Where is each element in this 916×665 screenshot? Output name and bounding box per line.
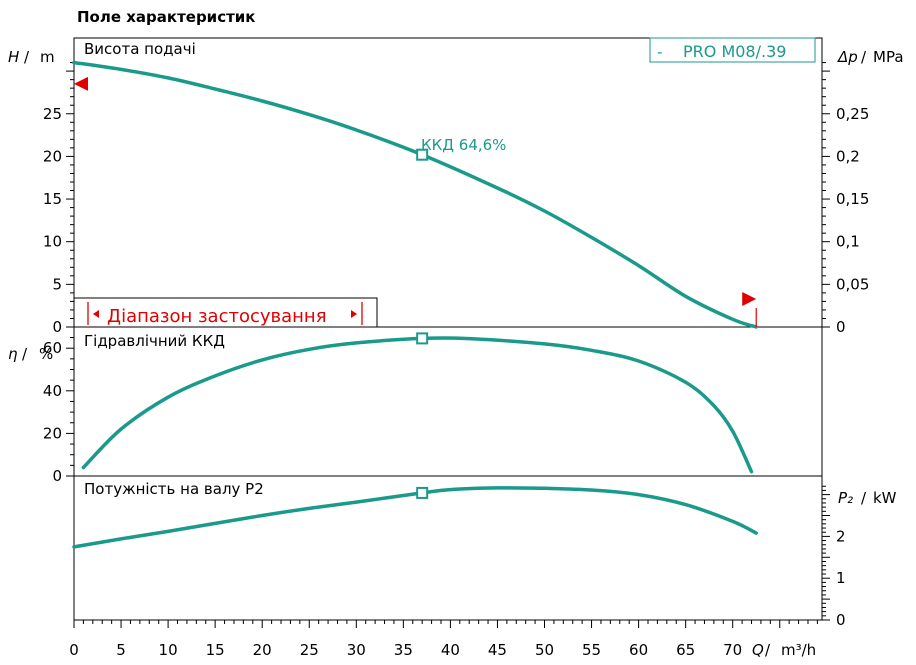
range-right-arrow-icon — [351, 310, 357, 318]
svg-text:%: % — [39, 345, 53, 363]
power-duty-point — [416, 486, 429, 499]
x-tick-label: 0 — [69, 641, 79, 659]
pressure-y2-tick-label: 0,15 — [836, 190, 869, 208]
pressure-y2-label: Δp / MPa — [837, 48, 904, 66]
legend: - PRO M08/.39 — [649, 37, 816, 63]
svg-text:MPa: MPa — [873, 48, 904, 66]
svg-text:m: m — [40, 48, 55, 66]
head-y-tick-label: 20 — [43, 147, 62, 165]
plot-frame — [73, 37, 823, 621]
efficiency-y-tick-label: 20 — [43, 424, 62, 442]
x-tick-label: 70 — [723, 641, 742, 659]
efficiency-y-tick-label: 0 — [52, 467, 62, 485]
svg-text:η: η — [8, 345, 18, 363]
legend-prefix: - — [657, 43, 662, 61]
x-tick-label: 65 — [676, 641, 695, 659]
svg-text:/: / — [24, 48, 30, 66]
x-tick-label: 55 — [582, 641, 601, 659]
efficiency-y-label: η / % — [8, 345, 53, 363]
pressure-y2-tick-label: 0 — [836, 318, 846, 336]
duty-point-label: ККД 64,6% — [421, 136, 506, 154]
x-tick-label: 15 — [206, 641, 225, 659]
max-flow-marker-icon — [742, 292, 757, 306]
x-tick-label: 30 — [347, 641, 366, 659]
pressure-y2-tick-label: 0,25 — [836, 105, 869, 123]
x-tick-label: 45 — [488, 641, 507, 659]
head-curve — [72, 60, 758, 329]
svg-text:/: / — [861, 48, 867, 66]
power-curve — [72, 486, 758, 549]
svg-text:H: H — [8, 48, 19, 66]
svg-text:m³/h: m³/h — [781, 641, 816, 659]
head-y-tick-label: 15 — [43, 190, 62, 208]
page-title: Поле характеристик — [77, 8, 255, 26]
application-range-label: Діапазон застосування — [107, 306, 327, 327]
efficiency-curve — [81, 336, 754, 474]
legend-label: PRO M08/.39 — [683, 42, 786, 61]
markers — [74, 76, 757, 327]
head-y-tick-label: 0 — [52, 318, 62, 336]
range-left-arrow-icon — [93, 310, 99, 318]
power-y2-tick-label: 0 — [836, 611, 846, 629]
pressure-y2-tick-label: 0,05 — [836, 275, 869, 293]
power-y2-label: P₂ / kW — [838, 489, 897, 507]
svg-text:kW: kW — [873, 489, 897, 507]
x-tick-label: 40 — [441, 641, 460, 659]
head-y-tick-label: 25 — [43, 105, 62, 123]
application-range: Діапазон застосування — [73, 297, 378, 328]
x-axis-label: Q / m³/h — [752, 641, 816, 659]
efficiency-duty-point — [416, 332, 429, 345]
outer-frame — [73, 37, 823, 621]
x-tick-label: 50 — [535, 641, 554, 659]
power-panel-title: Потужність на валу P2 — [84, 480, 264, 498]
head-duty-point — [416, 148, 429, 161]
pressure-y2-tick-label: 0,2 — [836, 147, 860, 165]
x-tick-label: 5 — [116, 641, 126, 659]
x-tick-label: 20 — [253, 641, 272, 659]
curves — [72, 60, 758, 549]
x-tick-label: 25 — [300, 641, 319, 659]
svg-text:/: / — [22, 345, 28, 363]
pressure-y2-tick-label: 0,1 — [836, 233, 860, 251]
head-y-label: H / m — [8, 48, 55, 66]
x-tick-label: 10 — [159, 641, 178, 659]
svg-text:/: / — [861, 489, 867, 507]
head-panel-title: Висота подачі — [84, 40, 196, 58]
power-y2-tick-label: 2 — [836, 527, 846, 545]
power-y2-tick-label: 1 — [836, 569, 846, 587]
max-head-marker-icon — [74, 76, 88, 91]
head-y-tick-label: 5 — [52, 275, 62, 293]
svg-text:/: / — [765, 641, 771, 659]
axis-ticks: 051015202500,050,10,150,20,2502040600120… — [43, 62, 869, 659]
efficiency-panel-title: Гідравлічний ККД — [84, 332, 225, 350]
x-tick-label: 60 — [629, 641, 648, 659]
svg-text:P₂: P₂ — [838, 489, 853, 507]
head-y-tick-label: 10 — [43, 233, 62, 251]
x-tick-label: 35 — [394, 641, 413, 659]
efficiency-y-tick-label: 60 — [43, 339, 62, 357]
efficiency-y-tick-label: 40 — [43, 382, 62, 400]
svg-text:Δp: Δp — [837, 48, 858, 66]
svg-text:Q: Q — [752, 641, 764, 659]
